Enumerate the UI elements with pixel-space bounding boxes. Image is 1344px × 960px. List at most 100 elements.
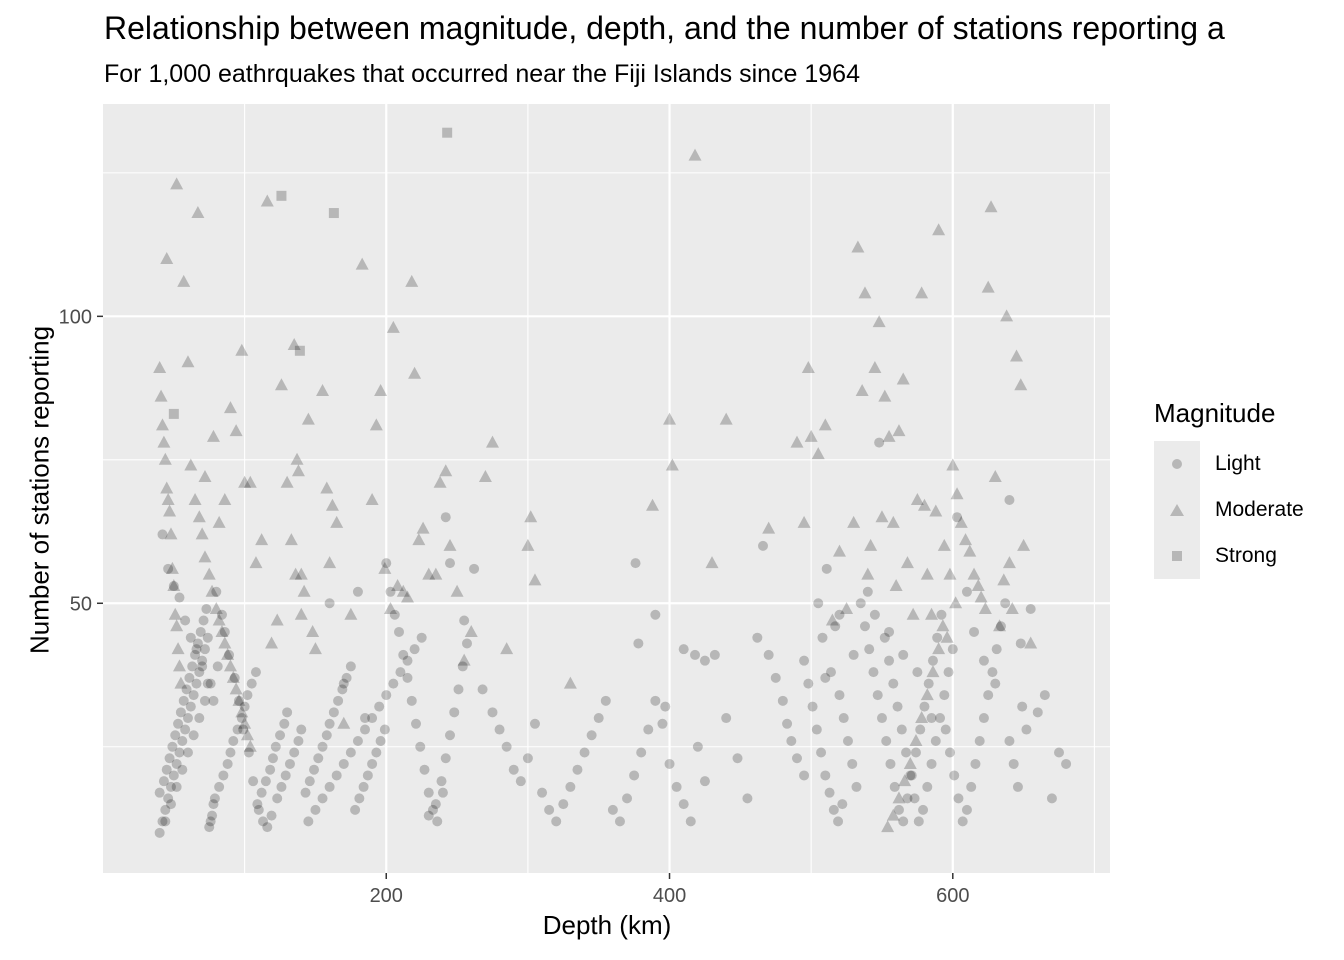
data-point-light: [242, 690, 253, 701]
data-point-light: [721, 713, 732, 724]
data-point-light: [293, 736, 304, 747]
data-point-light: [660, 701, 671, 712]
data-point-moderate: [450, 584, 464, 597]
data-point-light: [995, 621, 1006, 632]
data-point-moderate: [344, 607, 358, 620]
data-point-light: [389, 609, 400, 620]
data-point-light: [1012, 781, 1023, 792]
data-point-light: [243, 747, 254, 758]
data-point-light: [1025, 604, 1036, 615]
data-point-light: [197, 661, 208, 672]
data-point-light: [303, 816, 314, 827]
data-point-light: [394, 626, 405, 637]
x-tick-label: 200: [370, 885, 403, 907]
data-point-moderate: [188, 492, 202, 505]
data-point-light: [902, 793, 913, 804]
data-point-moderate: [889, 579, 903, 592]
data-point-moderate: [297, 584, 311, 597]
data-point-moderate: [663, 412, 677, 425]
data-point-light: [786, 736, 797, 747]
data-point-light: [905, 770, 916, 781]
data-point-moderate: [429, 567, 443, 580]
data-point-light: [309, 764, 320, 775]
data-point-light: [177, 764, 188, 775]
data-point-light: [487, 707, 498, 718]
data-point-light: [381, 690, 392, 701]
data-point-moderate: [984, 200, 998, 213]
data-point-strong: [276, 190, 287, 201]
data-point-moderate: [238, 716, 252, 729]
data-point-light: [1054, 747, 1065, 758]
data-point-light: [328, 707, 339, 718]
data-point-moderate: [174, 676, 188, 689]
data-point-light: [943, 667, 954, 678]
data-point-light: [848, 649, 859, 660]
data-point-moderate: [221, 647, 235, 660]
data-point-strong: [294, 345, 305, 356]
data-point-moderate: [391, 579, 405, 592]
data-point-light: [586, 730, 597, 741]
data-point-light: [409, 644, 420, 655]
data-point-light: [236, 713, 247, 724]
data-point-light: [321, 730, 332, 741]
data-point-light: [171, 758, 182, 769]
data-point-light: [947, 644, 958, 655]
data-point-light: [201, 604, 212, 615]
data-point-light: [957, 816, 968, 827]
y-tick-label: 50: [70, 593, 92, 615]
data-point-light: [944, 747, 955, 758]
data-point-light: [181, 684, 192, 695]
data-point-moderate: [943, 567, 957, 580]
data-point-light: [276, 781, 287, 792]
data-point-moderate: [926, 665, 940, 678]
data-point-light: [395, 667, 406, 678]
data-point-light: [388, 678, 399, 689]
data-point-light: [901, 747, 912, 758]
axes: 200 400 600 50 100: [59, 306, 970, 907]
data-point-light: [758, 540, 769, 551]
legend-label-moderate: Moderate: [1215, 498, 1304, 521]
data-point-moderate: [797, 515, 811, 528]
data-point-moderate: [172, 659, 186, 672]
data-point-moderate: [892, 424, 906, 437]
data-point-light: [862, 586, 873, 597]
data-point-moderate: [177, 274, 191, 287]
data-point-moderate: [439, 464, 453, 477]
data-point-light: [953, 793, 964, 804]
data-point-light: [436, 776, 447, 787]
data-point-moderate: [1017, 538, 1031, 551]
data-point-light: [188, 730, 199, 741]
data-point-light: [699, 776, 710, 787]
data-point-light: [777, 695, 788, 706]
data-point-light: [837, 799, 848, 810]
data-point-light: [932, 632, 943, 643]
data-point-moderate: [1005, 602, 1019, 615]
data-point-light: [782, 718, 793, 729]
data-point-light: [337, 684, 348, 695]
data-point-moderate: [940, 630, 954, 643]
data-point-moderate: [915, 711, 929, 724]
data-point-moderate: [1024, 636, 1038, 649]
data-point-light: [593, 713, 604, 724]
data-point-light: [830, 621, 841, 632]
data-point-moderate: [260, 194, 274, 207]
data-point-moderate: [954, 515, 968, 528]
data-point-light: [926, 713, 937, 724]
data-point-moderate: [170, 619, 184, 632]
data-point-light: [300, 787, 311, 798]
data-point-light: [195, 626, 206, 637]
legend-key-light: [1154, 441, 1200, 487]
data-point-light: [983, 690, 994, 701]
data-point-light: [184, 672, 195, 683]
data-point-moderate: [243, 475, 257, 488]
data-point-light: [1061, 758, 1072, 769]
data-point-moderate: [401, 590, 415, 603]
data-point-light: [469, 563, 480, 574]
data-point-light: [416, 632, 427, 643]
data-point-light: [1000, 598, 1011, 609]
x-axis-label: Depth (km): [542, 910, 672, 940]
data-point-moderate: [886, 515, 900, 528]
data-point-light: [912, 667, 923, 678]
data-point-moderate: [355, 257, 369, 270]
